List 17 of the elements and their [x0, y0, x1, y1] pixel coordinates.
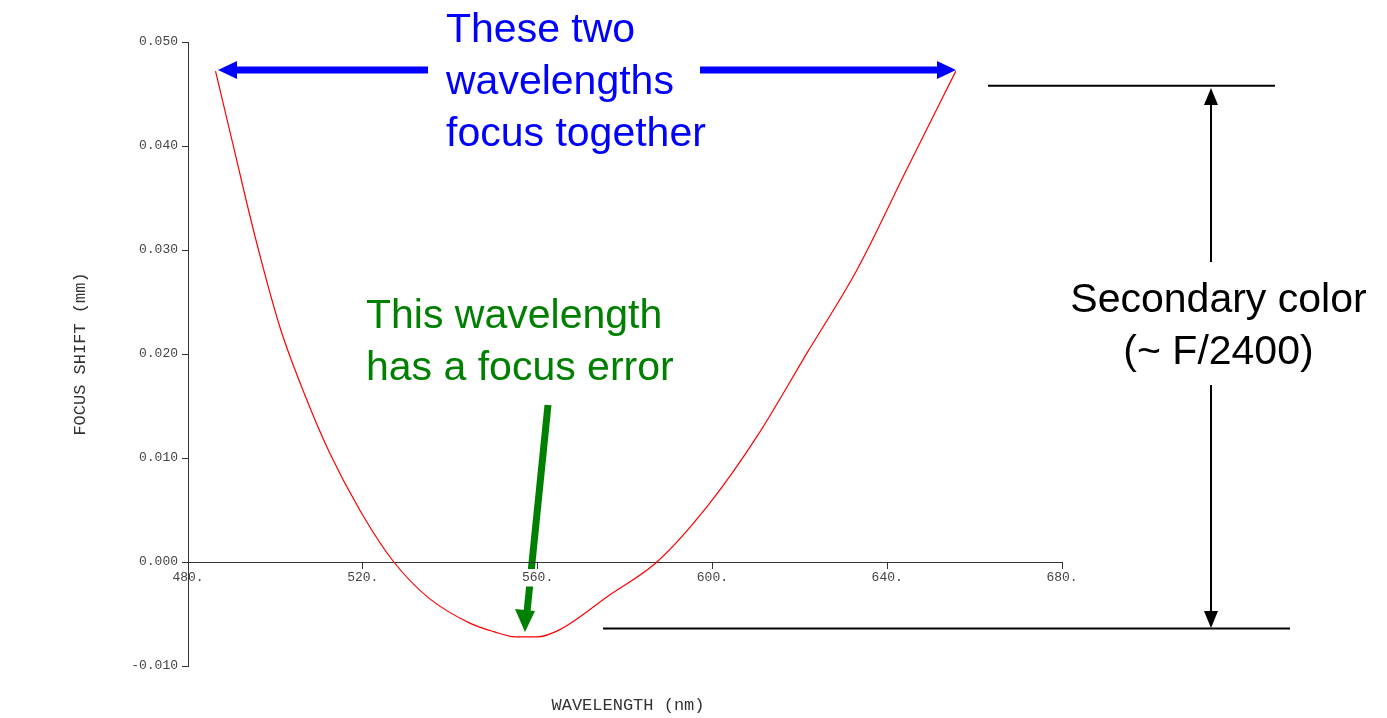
y-axis-title: FOCUS SHIFT (mm): [70, 272, 90, 436]
text: Secondary color (~ F/2400): [1069, 274, 1368, 375]
x-tick-label: 520.: [347, 570, 379, 586]
y-tick-label: 0.050: [138, 34, 178, 50]
y-tick-label: 0.040: [138, 138, 178, 154]
x-axis-title: WAVELENGTH (nm): [550, 696, 706, 715]
y-tick-label: 0.010: [138, 450, 178, 466]
y-tick-label: 0.020: [138, 346, 178, 362]
x-tick-label: 640.: [871, 570, 903, 586]
y-tick-label: 0.000: [138, 554, 178, 570]
x-tick-label: 600.: [696, 570, 729, 586]
annotation: This wavelength has a focus error: [366, 290, 675, 391]
annotation: These two wavelengths focus together: [446, 4, 707, 157]
y-tick-label: -0.010: [131, 658, 178, 674]
x-tick-label: 680.: [1046, 570, 1078, 586]
y-tick-label: 0.030: [138, 242, 178, 258]
x-tick-label: 560.: [521, 570, 554, 586]
